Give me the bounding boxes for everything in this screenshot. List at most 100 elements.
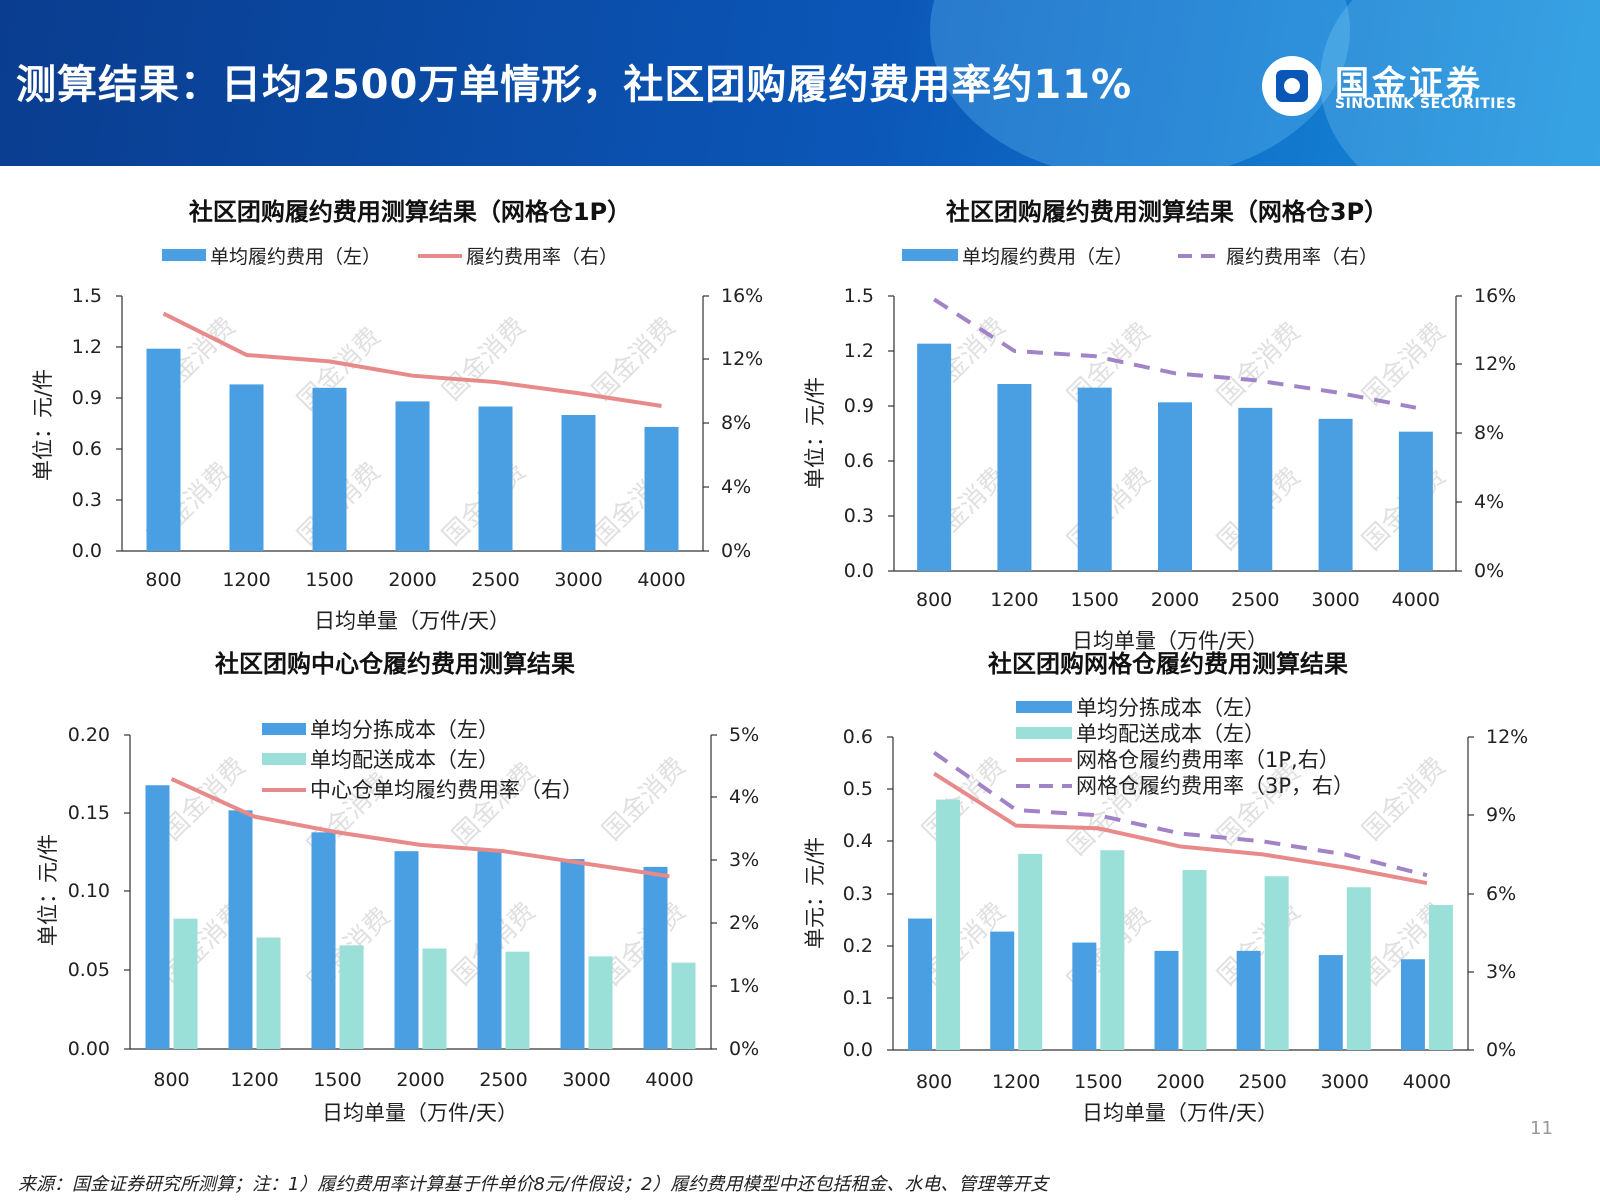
- y-tick-label: 0.1: [843, 987, 873, 1009]
- bar-blue: [997, 384, 1032, 571]
- x-tick-label: 2500: [479, 1069, 527, 1091]
- x-tick-label: 4000: [1403, 1071, 1451, 1093]
- banner-glow: [1320, 0, 1600, 166]
- y-axis-title: 单位：元/件: [31, 369, 55, 481]
- x-tick-label: 2500: [1231, 589, 1279, 611]
- bar-teal: [505, 951, 530, 1049]
- watermark-text: 国金消费: [587, 312, 682, 407]
- bar-blue: [228, 810, 253, 1049]
- bar-teal: [1346, 887, 1371, 1050]
- bar-blue: [1400, 959, 1425, 1050]
- y2-tick-label: 2%: [729, 912, 759, 934]
- bar-teal: [1264, 876, 1289, 1050]
- y-tick-label: 0.6: [844, 450, 874, 472]
- bar-blue: [1154, 950, 1179, 1050]
- brand-name-cn: 国金证券: [1335, 64, 1483, 104]
- bar-blue: [395, 401, 430, 551]
- bar-blue: [644, 426, 679, 551]
- x-tick-label: 1200: [222, 569, 270, 591]
- bar-blue: [1318, 418, 1353, 571]
- bar-teal: [1018, 853, 1043, 1050]
- y-axis-title: 单元：元/件: [803, 837, 827, 949]
- legend-label: 单均履约费用（左）: [962, 246, 1133, 268]
- bar-teal: [671, 962, 696, 1049]
- y2-tick-label: 12%: [1486, 726, 1528, 748]
- y2-tick-label: 0%: [1486, 1039, 1516, 1061]
- x-tick-label: 2000: [396, 1069, 444, 1091]
- legend-label: 单均分拣成本（左）: [310, 718, 499, 742]
- x-axis-title: 日均单量（万件/天）: [314, 609, 510, 633]
- x-tick-label: 800: [916, 589, 952, 611]
- bar-blue: [477, 851, 502, 1049]
- watermark-text: 国金消费: [1357, 317, 1452, 412]
- y2-tick-label: 9%: [1486, 804, 1516, 826]
- bar-blue: [1398, 431, 1433, 571]
- y-tick-label: 0.4: [843, 830, 873, 852]
- y-tick-label: 0.9: [844, 395, 874, 417]
- source-note: 来源：国金证券研究所测算；注：1）履约费用率计算基于件单价8元/件假设；2）履约…: [18, 1174, 1049, 1195]
- x-tick-label: 1200: [990, 589, 1038, 611]
- bar-blue: [560, 859, 585, 1049]
- x-tick-label: 4000: [1392, 589, 1440, 611]
- watermark-text: 国金消费: [917, 752, 1012, 847]
- legend-swatch: [1016, 701, 1072, 713]
- y-tick-label: 0.3: [843, 883, 873, 905]
- y-tick-label: 0.00: [68, 1038, 110, 1060]
- x-axis-title: 日均单量（万件/天）: [1072, 629, 1268, 653]
- brand-name-en: SINOLINK SECURITIES: [1335, 96, 1517, 112]
- y2-tick-label: 5%: [729, 724, 759, 746]
- line-series-red: [162, 311, 662, 408]
- watermark-text: 国金消费: [1357, 752, 1452, 847]
- y2-tick-label: 0%: [721, 540, 751, 562]
- y-tick-label: 0.05: [68, 959, 110, 981]
- x-tick-label: 2000: [1156, 1071, 1204, 1093]
- x-tick-label: 3000: [562, 1069, 610, 1091]
- y2-tick-label: 3%: [1486, 961, 1516, 983]
- bar-blue: [478, 406, 513, 551]
- x-tick-label: 2000: [1151, 589, 1199, 611]
- y-tick-label: 1.5: [72, 285, 102, 307]
- legend-label: 网格仓履约费用率（1P,右）: [1076, 748, 1340, 772]
- bar-blue: [1236, 950, 1261, 1050]
- page-title: 测算结果：日均2500万单情形，社区团购履约费用率约11%: [16, 62, 1133, 108]
- y-axis-title: 单位：元/件: [36, 834, 60, 946]
- y-tick-label: 0.0: [844, 560, 874, 582]
- bar-teal: [256, 937, 281, 1049]
- bar-blue: [1072, 942, 1097, 1050]
- y2-tick-label: 6%: [1486, 883, 1516, 905]
- chart-title: 社区团购履约费用测算结果（网格仓3P）: [946, 198, 1388, 226]
- logo-dot: [1284, 78, 1300, 94]
- watermark-text: 国金消费: [597, 752, 692, 847]
- legend-label: 单均配送成本（左）: [310, 748, 499, 772]
- y-axis-title: 单位：元/件: [803, 377, 827, 489]
- y-tick-label: 1.5: [844, 285, 874, 307]
- legend-label: 单均配送成本（左）: [1076, 722, 1265, 746]
- bar-teal: [936, 799, 961, 1050]
- bar-blue: [1318, 955, 1343, 1050]
- legend-label: 中心仓单均履约费用率（右）: [310, 778, 583, 802]
- watermark-text: 国金消费: [437, 312, 532, 407]
- bar-blue: [561, 415, 596, 551]
- line-series-purple: [933, 297, 1417, 410]
- line-series-red: [932, 771, 1428, 886]
- y-tick-label: 0.3: [844, 505, 874, 527]
- y-tick-label: 0.9: [72, 387, 102, 409]
- x-tick-label: 2000: [388, 569, 436, 591]
- x-tick-label: 1500: [313, 1069, 361, 1091]
- y-tick-label: 0.0: [72, 540, 102, 562]
- x-axis-title: 日均单量（万件/天）: [1082, 1101, 1278, 1125]
- y2-tick-label: 4%: [721, 476, 751, 498]
- legend-label: 履约费用率（右）: [1226, 246, 1378, 268]
- x-axis-title: 日均单量（万件/天）: [322, 1101, 518, 1125]
- y-tick-label: 1.2: [844, 340, 874, 362]
- x-tick-label: 3000: [1321, 1071, 1369, 1093]
- line-series-red: [170, 777, 670, 879]
- y2-tick-label: 16%: [721, 285, 763, 307]
- legend-swatch: [1016, 727, 1072, 739]
- x-tick-label: 2500: [1238, 1071, 1286, 1093]
- y-tick-label: 0.2: [843, 935, 873, 957]
- legend-swatch: [262, 723, 306, 735]
- legend-label: 网格仓履约费用率（3P，右）: [1076, 774, 1354, 798]
- y2-tick-label: 4%: [729, 786, 759, 808]
- bar-blue: [1077, 387, 1112, 571]
